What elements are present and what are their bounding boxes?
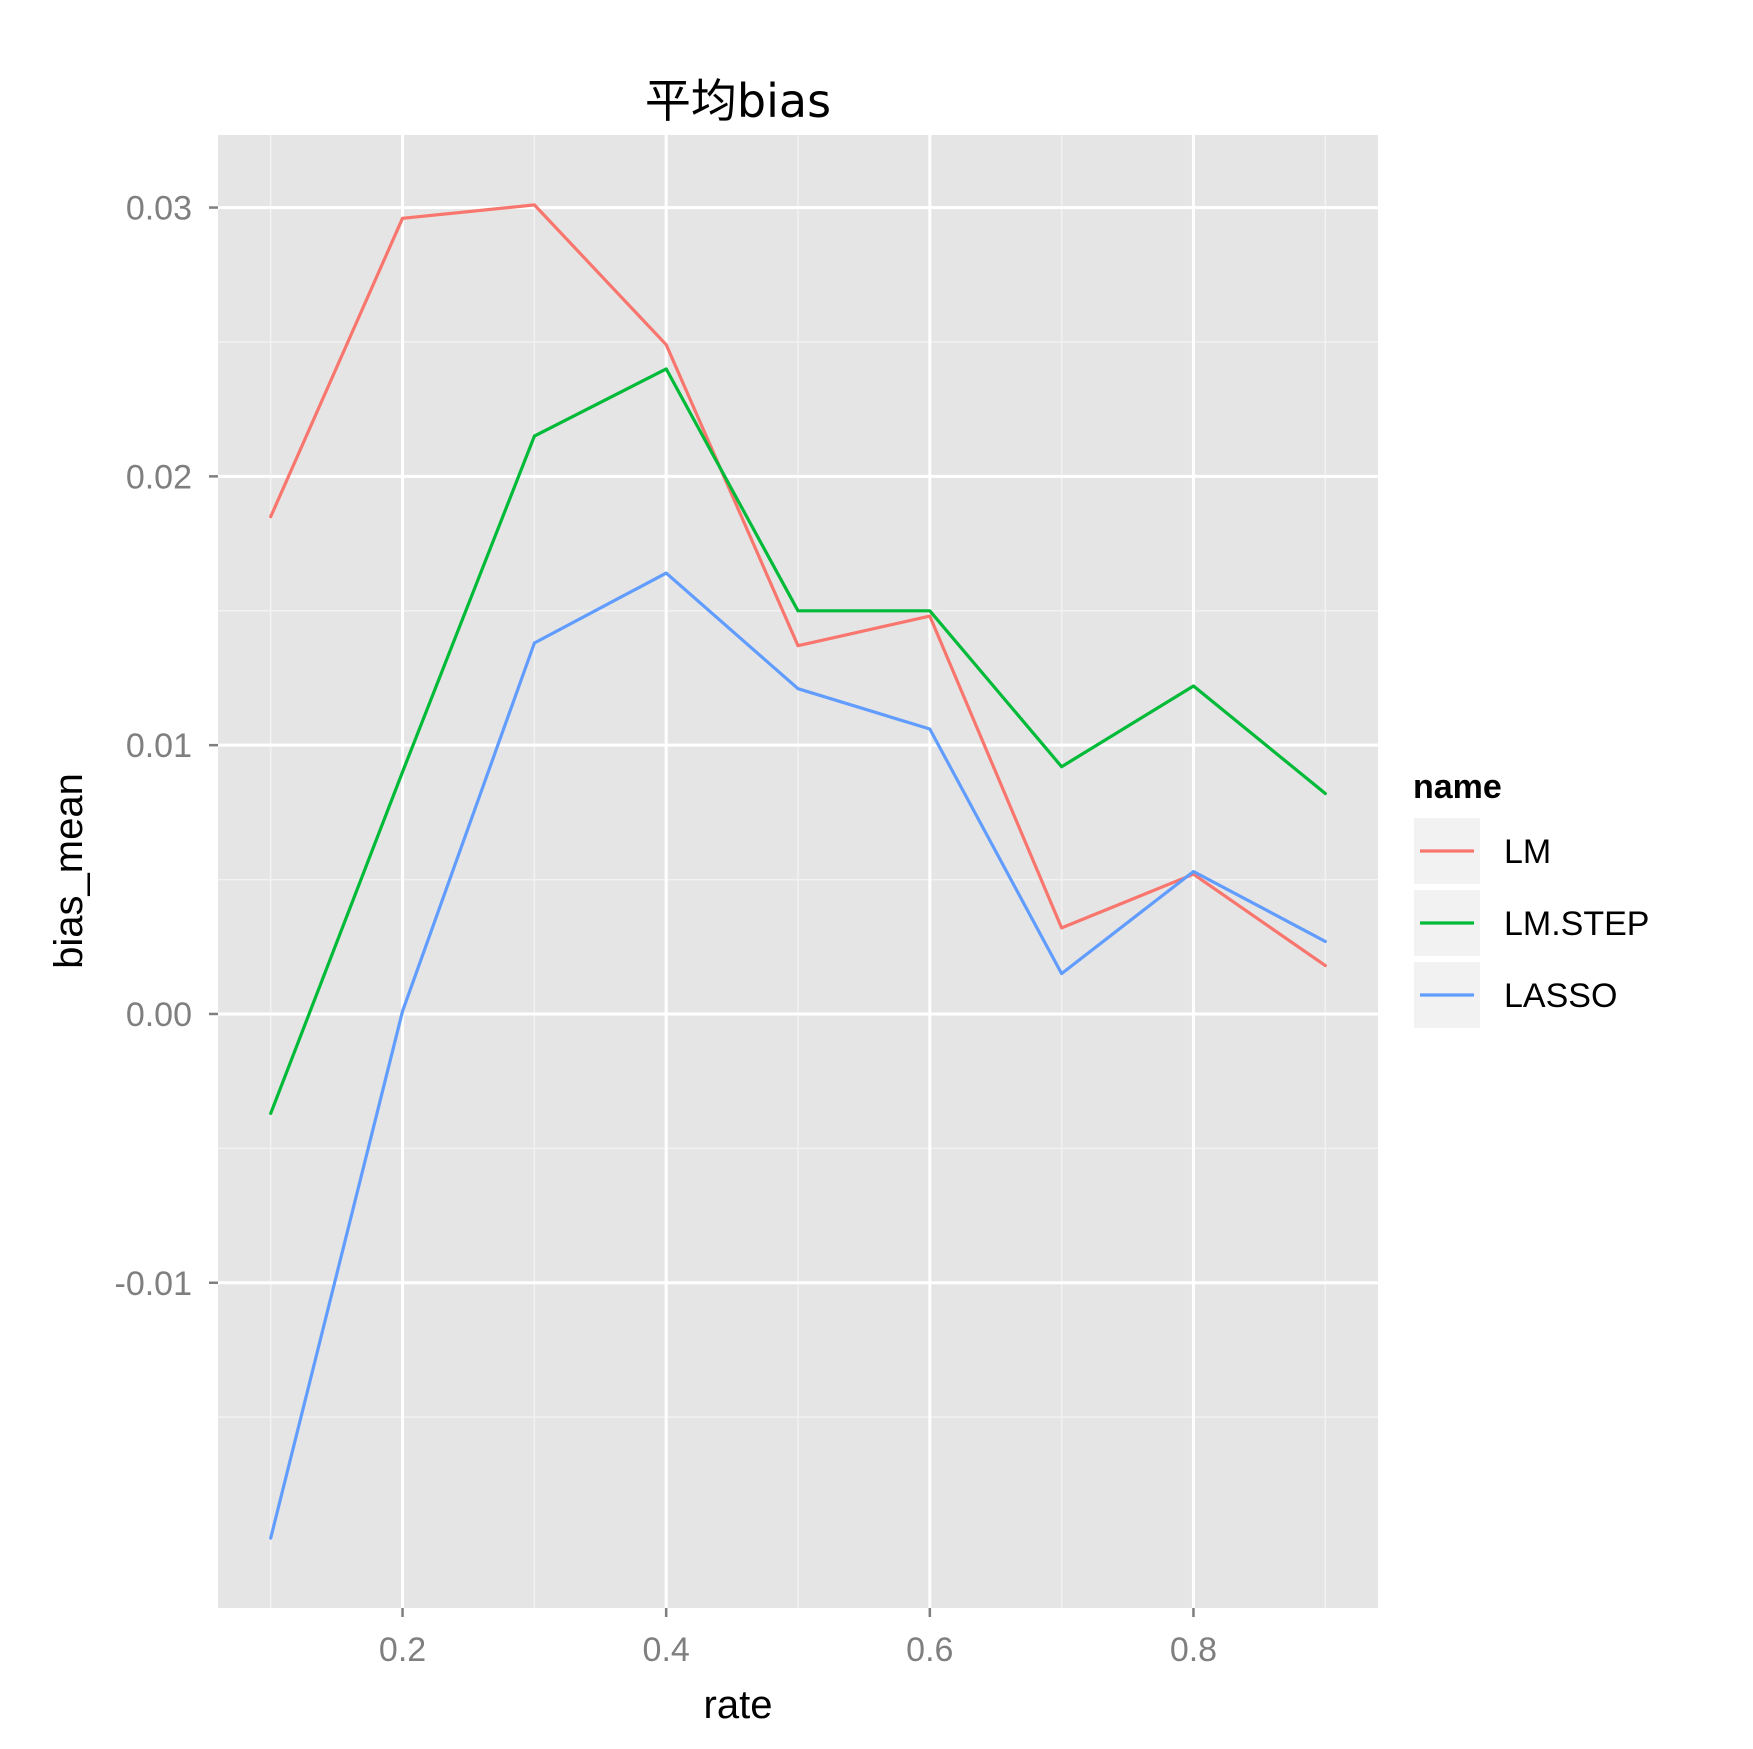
- series-line-lm: [269, 203, 1327, 968]
- legend-item-lm: LM: [1412, 816, 1551, 886]
- y-axis-title: bias_mean: [47, 773, 91, 969]
- legend: name LM LM.STEP LASSO: [1412, 768, 1649, 1030]
- y-tick-label: 0.02: [126, 458, 192, 496]
- legend-label: LASSO: [1504, 977, 1617, 1015]
- legend-item-lasso: LASSO: [1412, 960, 1617, 1030]
- x-tick-label: 0.4: [643, 1631, 690, 1669]
- y-tick-label: -0.01: [115, 1265, 193, 1303]
- series-line-lasso: [269, 571, 1327, 1540]
- legend-title: name: [1413, 768, 1502, 806]
- x-axis-title: rate: [704, 1683, 773, 1727]
- minor-gridlines: [218, 135, 1378, 1608]
- x-axis: 0.2 0.4 0.6 0.8: [379, 1608, 1217, 1669]
- x-tick-label: 0.2: [379, 1631, 426, 1669]
- legend-item-lm-step: LM.STEP: [1412, 888, 1649, 958]
- x-tick-label: 0.6: [906, 1631, 953, 1669]
- series-line-lm-step: [269, 367, 1327, 1116]
- y-tick-label: 0.01: [126, 727, 192, 765]
- y-tick-label: 0.03: [126, 190, 192, 228]
- series-lines: [269, 203, 1327, 1540]
- chart-title: 平均bias: [645, 74, 831, 128]
- x-tick-label: 0.8: [1170, 1631, 1217, 1669]
- legend-label: LM.STEP: [1504, 905, 1649, 943]
- legend-label: LM: [1504, 833, 1551, 871]
- y-axis: -0.01 0.00 0.01 0.02 0.03: [115, 190, 218, 1303]
- y-tick-label: 0.00: [126, 996, 192, 1034]
